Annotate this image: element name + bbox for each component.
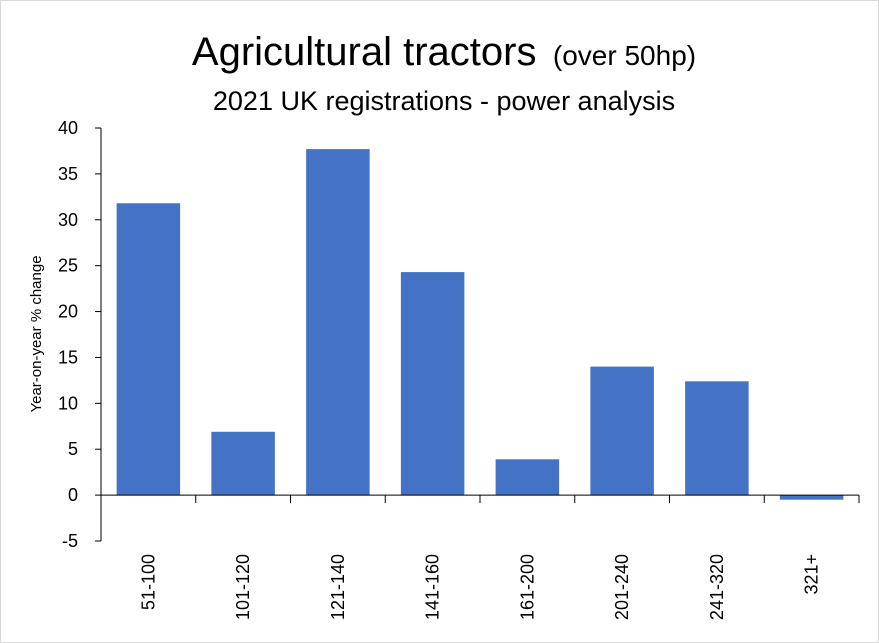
bar-161-200 bbox=[495, 459, 560, 496]
x-category-label: 141-160 bbox=[423, 554, 443, 620]
bars bbox=[116, 149, 844, 500]
x-axis-labels: 51-100 101-120 121-140 141-160 161-200 201-24… bbox=[138, 554, 821, 620]
x-category-label: 241-320 bbox=[707, 554, 727, 620]
y-tick-label: 5 bbox=[68, 439, 78, 459]
axes bbox=[100, 128, 860, 541]
bar-51-100 bbox=[116, 203, 181, 496]
bar-121-140 bbox=[306, 149, 370, 496]
bar-321+ bbox=[779, 495, 844, 500]
chart-subtitle: 2021 UK registrations - power analysis bbox=[213, 86, 675, 116]
x-category-label: 51-100 bbox=[138, 554, 158, 610]
x-category-label: 101-120 bbox=[233, 554, 253, 620]
y-tick-label: 25 bbox=[58, 256, 78, 276]
y-tick-label: 20 bbox=[58, 302, 78, 322]
bar-141-160 bbox=[400, 272, 465, 496]
y-tick-label: 15 bbox=[58, 347, 78, 367]
y-tick-label: 30 bbox=[58, 210, 78, 230]
y-axis-ticks: -5 0 5 10 15 20 25 30 35 40 bbox=[58, 118, 101, 551]
y-tick-label: 10 bbox=[58, 393, 78, 413]
bar-101-120 bbox=[211, 431, 275, 496]
y-tick-label: 40 bbox=[58, 118, 78, 138]
x-category-label: 161-200 bbox=[517, 554, 537, 620]
y-axis-title: Year-on-year % change bbox=[28, 255, 45, 412]
y-tick-label: 35 bbox=[58, 164, 78, 184]
x-category-label: 321+ bbox=[802, 554, 822, 595]
bar-241-320 bbox=[685, 381, 749, 496]
chart-title: Agricultural tractors (over 50hp) bbox=[192, 30, 696, 74]
y-tick-label: -5 bbox=[62, 531, 78, 551]
x-category-label: 121-140 bbox=[328, 554, 348, 620]
chart-title-main: Agricultural tractors bbox=[192, 30, 537, 74]
bar-201-240 bbox=[590, 366, 654, 496]
x-category-label: 201-240 bbox=[612, 554, 632, 620]
chart-title-suffix: (over 50hp) bbox=[553, 40, 696, 71]
y-tick-label: 0 bbox=[68, 485, 78, 505]
